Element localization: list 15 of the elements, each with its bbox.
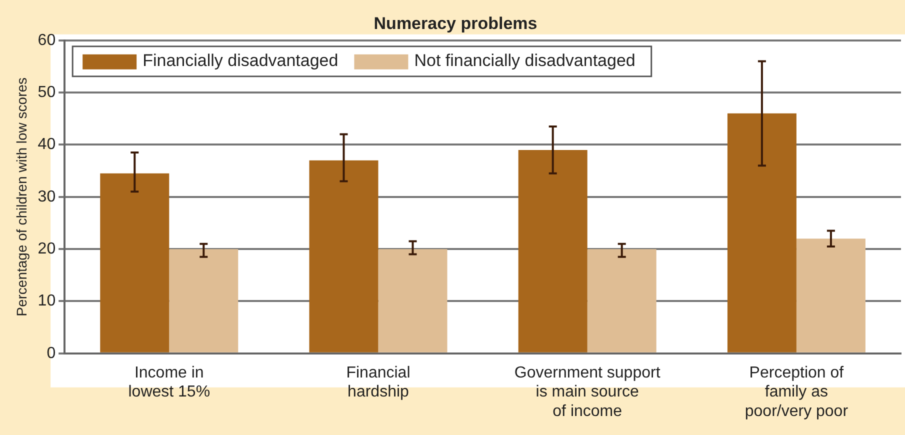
y-tick-label: 60 [38,32,56,49]
y-tick-label: 30 [38,188,56,206]
y-tick-label: 20 [38,240,56,258]
x-tick-label: Financial hardship [346,364,410,401]
y-tick-label: 40 [38,136,56,154]
legend-label: Not financially disadvantaged [414,51,636,70]
y-tick-label: 50 [38,84,56,101]
x-tick-label: Government support is main source of income [514,364,661,420]
legend-label: Financially disadvantaged [142,51,338,70]
y-axis-title: Percentage of children with low scores [13,77,30,316]
y-tick-label: 10 [38,292,56,310]
x-tick-label: Perception of family as poor/very poor [744,364,849,420]
chart-title: Numeracy problems [374,14,538,33]
x-tick-label: Income in lowest 15% [128,364,210,401]
y-tick-label: 0 [46,344,56,362]
